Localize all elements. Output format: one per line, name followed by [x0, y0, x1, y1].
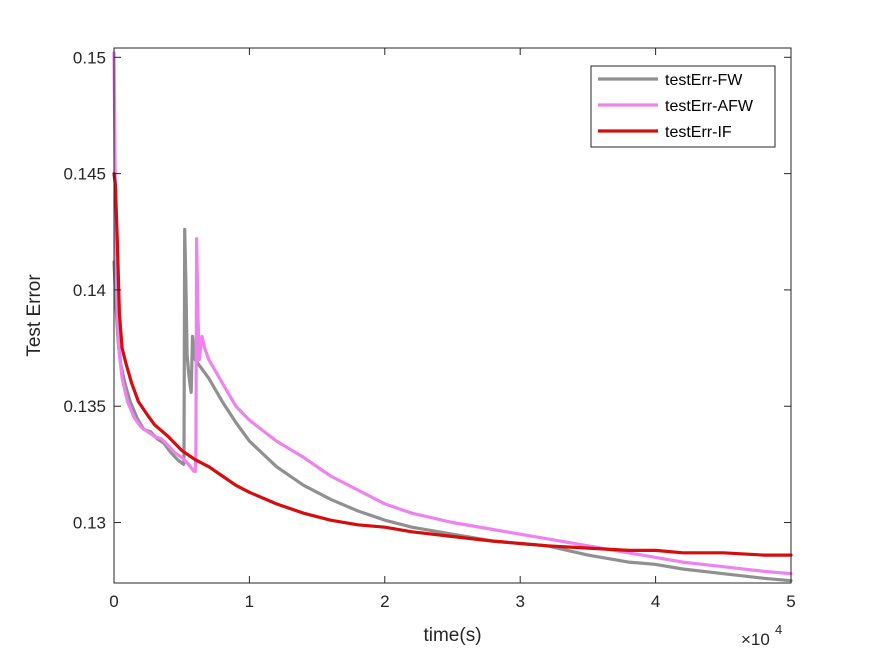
y-tick-label: 0.135 [63, 397, 106, 416]
legend-label-3: testErr-IF [665, 124, 732, 141]
x-tick-label: 5 [786, 592, 795, 611]
x-exponent-base: ×10 [741, 630, 770, 649]
legend: testErr-FW testErr-AFW testErr-IF [590, 65, 776, 148]
axes-box [113, 47, 792, 584]
x-tick-label: 1 [245, 592, 254, 611]
y-axis-label: Test Error [24, 274, 45, 357]
series-layer [112, 51, 793, 583]
y-tick-label: 0.13 [73, 514, 106, 533]
x-axis-label: time(s) [423, 625, 481, 646]
series-line-2 [112, 51, 793, 576]
series-line-3 [112, 172, 793, 557]
x-axis-ticks [113, 48, 792, 583]
x-exponent-power: 4 [775, 622, 782, 637]
x-axis-tick-labels: 0 1 2 3 4 5 [109, 592, 795, 611]
y-axis-ticks [114, 56, 791, 524]
legend-label-1: testErr-FW [665, 72, 743, 89]
x-tick-label: 2 [380, 592, 389, 611]
x-tick-label: 4 [651, 592, 660, 611]
y-tick-label: 0.145 [63, 165, 106, 184]
y-tick-label: 0.14 [73, 281, 106, 300]
x-tick-label: 0 [109, 592, 118, 611]
x-axis-exponent: ×10 4 [741, 622, 782, 649]
y-axis-tick-labels: 0.13 0.135 0.14 0.145 0.15 [63, 48, 106, 532]
legend-label-2: testErr-AFW [665, 98, 754, 115]
x-tick-label: 3 [515, 592, 524, 611]
y-tick-label: 0.15 [73, 48, 106, 67]
